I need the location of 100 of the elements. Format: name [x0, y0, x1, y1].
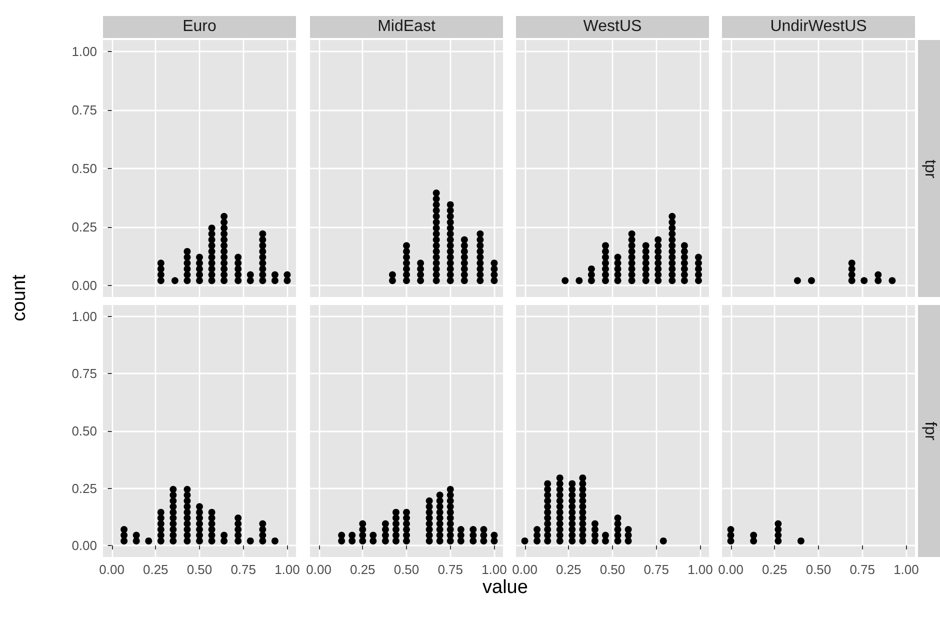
point — [220, 271, 228, 278]
point — [145, 537, 152, 544]
x-tick-label: 0.25 — [762, 562, 788, 577]
point — [259, 260, 266, 267]
x-tick-label: 0.50 — [394, 562, 420, 577]
y-tick-label: 1.00 — [72, 308, 97, 324]
x-tick-label: 1.00 — [482, 562, 507, 577]
point — [234, 537, 242, 544]
point — [208, 514, 216, 522]
point — [208, 277, 216, 284]
point — [234, 260, 242, 267]
point — [170, 520, 177, 528]
point — [259, 526, 266, 534]
point — [220, 277, 228, 284]
point — [157, 514, 164, 522]
point — [157, 260, 164, 267]
y-tick-label: 0.00 — [72, 278, 97, 293]
point — [184, 260, 191, 267]
x-tick-label: 1.00 — [688, 562, 713, 577]
point — [848, 271, 856, 278]
point — [220, 532, 228, 539]
point — [184, 526, 191, 534]
point — [184, 514, 191, 522]
point — [220, 248, 228, 255]
point — [184, 277, 191, 284]
point — [196, 520, 203, 528]
y-tick-label: 0.75 — [72, 102, 97, 118]
point — [208, 224, 216, 232]
x-tick-label: 0.25 — [142, 562, 168, 577]
point — [259, 254, 266, 261]
point — [220, 212, 228, 220]
y-tick-label: 0.25 — [72, 219, 97, 234]
point — [271, 271, 278, 278]
point — [797, 537, 804, 544]
point — [874, 271, 882, 278]
chart-title: UndirWestUS — [722, 16, 915, 38]
y-tick-label: 0.75 — [72, 366, 97, 382]
point — [259, 520, 266, 528]
point — [234, 514, 242, 522]
point — [860, 277, 868, 284]
point — [259, 537, 266, 544]
point — [259, 271, 266, 278]
y2-axis-title: tpr — [920, 159, 938, 178]
point — [774, 526, 782, 534]
point — [874, 277, 882, 284]
y-tick-label: 0.00 — [72, 538, 97, 554]
x-tick-label: 0.00 — [718, 562, 744, 577]
x-tick-label: 0.50 — [600, 562, 626, 577]
y-tick-label: 0.50 — [72, 161, 97, 176]
x-tick-label: 0.00 — [306, 562, 332, 577]
point — [208, 537, 216, 544]
point — [220, 254, 228, 261]
point — [220, 537, 228, 544]
point — [808, 277, 815, 284]
x-tick-label: 0.75 — [644, 562, 670, 577]
point — [157, 526, 164, 534]
point — [196, 271, 203, 278]
point — [208, 248, 216, 255]
point — [184, 503, 191, 510]
point — [196, 265, 203, 272]
point — [246, 537, 254, 544]
point — [234, 265, 242, 272]
point — [727, 537, 734, 544]
point — [208, 508, 216, 516]
point — [196, 508, 203, 516]
point — [170, 526, 177, 534]
point — [848, 260, 856, 267]
point — [184, 486, 191, 493]
point — [259, 248, 266, 255]
point — [157, 520, 164, 528]
point — [234, 271, 242, 278]
point — [184, 508, 191, 516]
point — [220, 224, 228, 232]
point — [157, 537, 164, 544]
y-tick-label: 1.00 — [72, 44, 97, 60]
point — [170, 486, 177, 493]
point — [196, 503, 203, 510]
x-tick-label: 1.00 — [894, 562, 919, 577]
point — [208, 230, 216, 238]
point — [170, 514, 177, 522]
x-tick-label: 0.50 — [806, 562, 832, 577]
point — [120, 526, 128, 534]
point — [208, 242, 216, 250]
point — [120, 537, 128, 544]
point — [774, 537, 782, 544]
x-tick-label: 0.25 — [556, 562, 582, 577]
point — [220, 242, 228, 250]
x-tick-label: 0.75 — [438, 562, 464, 577]
point — [132, 532, 140, 539]
chart-title: MidEast — [310, 16, 503, 38]
point — [220, 260, 228, 267]
point — [774, 520, 782, 528]
point — [208, 260, 216, 267]
point — [220, 265, 228, 272]
point — [157, 271, 164, 278]
y-axis-title: count — [9, 274, 32, 322]
x-axis-title: value — [482, 577, 528, 599]
point — [259, 242, 266, 250]
x-tick-label: 0.00 — [99, 562, 124, 577]
point — [132, 537, 140, 544]
